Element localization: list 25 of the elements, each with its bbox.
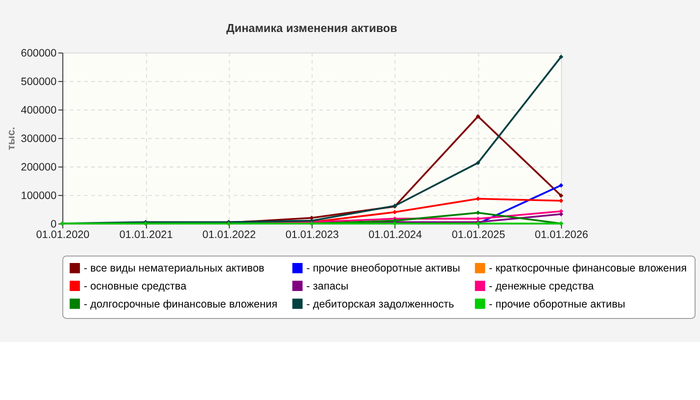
x-tick-label: 01.01.2024	[368, 229, 422, 242]
y-tick-label: 300000	[20, 133, 57, 146]
x-tick-label: 01.01.2023	[285, 229, 339, 242]
x-tick-label: 01.01.2022	[202, 229, 256, 242]
legend-label: - прочие оборотные активы	[488, 298, 626, 310]
legend-label: - денежные средства	[488, 280, 594, 292]
y-tick-label: 500000	[20, 76, 57, 88]
legend-label: - все виды нематериальных активов	[84, 262, 265, 275]
y-tick-label: 600000	[20, 48, 57, 60]
legend-label: - запасы	[306, 280, 348, 292]
legend-label: - долгосрочные финансовые вложения	[84, 298, 278, 310]
y-tick-label: 400000	[20, 104, 57, 117]
chart-title: Динамика изменения активов	[226, 23, 398, 36]
y-tick-label: 100000	[20, 190, 57, 202]
x-tick-label: 01.01.2020	[36, 229, 90, 242]
x-tick-label: 01.01.2026	[534, 229, 588, 242]
legend-label: - основные средства	[84, 280, 186, 292]
x-tick-label: 01.01.2021	[119, 229, 173, 242]
x-tick-label: 01.01.2025	[452, 229, 506, 242]
y-axis-title: тыс.	[6, 126, 18, 150]
legend-label: - прочие внеоборотные активы	[306, 262, 460, 275]
legend-label: - дебиторская задолженность	[306, 298, 455, 310]
legend-label: - краткосрочные финансовые вложения	[488, 262, 687, 275]
y-tick-label: 0	[50, 218, 57, 231]
y-tick-label: 200000	[20, 162, 57, 174]
